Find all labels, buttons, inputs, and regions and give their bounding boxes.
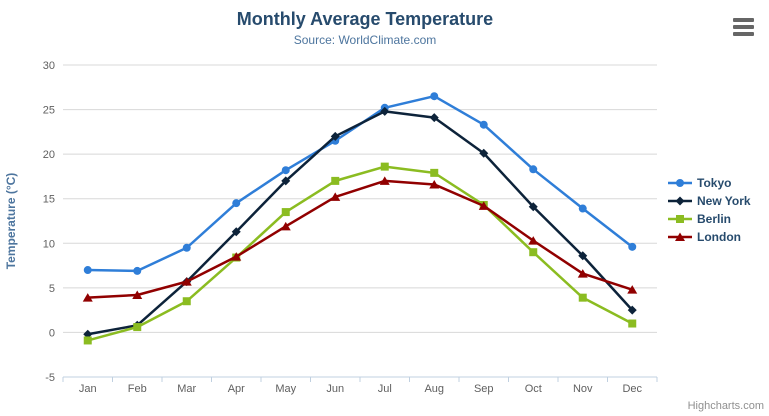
- data-point-tokyo[interactable]: [281, 166, 290, 175]
- chart-title: Monthly Average Temperature: [236, 9, 494, 29]
- data-point-tokyo[interactable]: [232, 199, 241, 208]
- y-axis-tick-label: -5: [45, 372, 55, 384]
- data-point-new-york[interactable]: [231, 227, 241, 237]
- data-point-tokyo[interactable]: [133, 266, 142, 275]
- data-point-berlin[interactable]: [331, 176, 340, 185]
- data-point-new-york[interactable]: [528, 202, 538, 212]
- x-axis-tick-label: Dec: [622, 383, 642, 395]
- y-axis-tick-label: 5: [49, 283, 55, 295]
- legend-label: London: [697, 230, 741, 244]
- x-axis-tick-label: Jul: [378, 383, 392, 395]
- data-point-tokyo[interactable]: [529, 165, 538, 174]
- y-axis-tick-label: 15: [43, 194, 55, 206]
- data-point-berlin[interactable]: [578, 293, 587, 302]
- x-axis-tick-label: Nov: [573, 383, 593, 395]
- data-point-new-york[interactable]: [330, 131, 340, 141]
- series-line-new-york[interactable]: [86, 110, 634, 336]
- data-point-london[interactable]: [181, 277, 192, 286]
- data-point-new-york[interactable]: [380, 106, 390, 116]
- data-point-london[interactable]: [577, 269, 588, 278]
- data-point-tokyo[interactable]: [182, 243, 191, 252]
- data-point-london[interactable]: [429, 179, 440, 189]
- data-point-london[interactable]: [528, 236, 539, 245]
- legend-item-tokyo[interactable]: Tokyo: [668, 174, 751, 192]
- data-point-berlin[interactable]: [83, 336, 92, 345]
- data-point-new-york[interactable]: [627, 305, 637, 315]
- x-axis-tick-label: Sep: [474, 383, 494, 395]
- y-axis-tick-label: 10: [43, 238, 55, 250]
- data-point-berlin[interactable]: [281, 208, 290, 217]
- data-point-berlin[interactable]: [430, 168, 439, 177]
- data-point-tokyo[interactable]: [430, 92, 439, 101]
- data-point-london[interactable]: [82, 293, 93, 302]
- x-axis-tick-label: Feb: [128, 383, 147, 395]
- x-axis-tick-label: Jan: [79, 383, 97, 395]
- legend-item-new-york[interactable]: New York: [668, 192, 751, 210]
- series-line-london[interactable]: [86, 179, 634, 299]
- legend: Tokyo New York Berlin London: [668, 174, 751, 246]
- data-point-london[interactable]: [627, 285, 638, 294]
- x-axis-tick-label: Mar: [177, 383, 196, 395]
- series-line-berlin[interactable]: [86, 165, 634, 342]
- legend-item-berlin[interactable]: Berlin: [668, 210, 751, 228]
- highcharts-credits-link[interactable]: Highcharts.com: [687, 400, 764, 412]
- legend-label: New York: [697, 194, 751, 208]
- legend-label: Berlin: [697, 212, 732, 226]
- y-axis-tick-label: 0: [49, 327, 55, 339]
- legend-item-london[interactable]: London: [668, 228, 751, 246]
- data-point-tokyo[interactable]: [83, 266, 92, 275]
- y-axis-tick-label: 25: [43, 105, 55, 117]
- x-axis-tick-label: May: [275, 383, 296, 395]
- data-point-tokyo[interactable]: [479, 120, 488, 129]
- x-axis-tick-label: Jun: [326, 383, 344, 395]
- data-point-new-york[interactable]: [578, 251, 588, 261]
- data-point-new-york[interactable]: [281, 176, 291, 186]
- y-axis-title: Temperature (°C): [4, 173, 18, 270]
- chart-subtitle: Source: WorldClimate.com: [293, 33, 437, 47]
- y-axis-tick-label: 20: [43, 149, 55, 161]
- data-point-berlin[interactable]: [529, 248, 538, 257]
- x-axis-tick-label: Apr: [228, 383, 245, 395]
- data-point-london[interactable]: [280, 221, 291, 231]
- data-point-london[interactable]: [231, 252, 242, 261]
- data-point-tokyo[interactable]: [578, 204, 587, 213]
- data-point-berlin[interactable]: [380, 162, 389, 171]
- data-point-london[interactable]: [478, 201, 489, 210]
- export-menu-button[interactable]: [733, 17, 757, 37]
- y-axis-tick-label: 30: [43, 60, 55, 72]
- legend-label: Tokyo: [697, 176, 732, 190]
- series-line-tokyo[interactable]: [86, 94, 634, 273]
- data-point-berlin[interactable]: [133, 323, 142, 332]
- legend-marker-circle-icon: [668, 179, 692, 187]
- data-point-berlin[interactable]: [182, 297, 191, 306]
- x-axis-tick-label: Oct: [525, 383, 542, 395]
- data-point-berlin[interactable]: [628, 319, 637, 328]
- data-point-london[interactable]: [132, 290, 143, 299]
- legend-marker-square-icon: [668, 215, 692, 223]
- data-point-london[interactable]: [379, 176, 390, 185]
- x-axis-tick-label: Aug: [424, 383, 444, 395]
- data-point-london[interactable]: [330, 192, 341, 201]
- data-point-new-york[interactable]: [479, 148, 489, 158]
- legend-marker-triangle-icon: [668, 232, 692, 241]
- data-point-tokyo[interactable]: [628, 242, 637, 251]
- legend-marker-diamond-icon: [668, 196, 692, 206]
- data-point-new-york[interactable]: [429, 113, 439, 123]
